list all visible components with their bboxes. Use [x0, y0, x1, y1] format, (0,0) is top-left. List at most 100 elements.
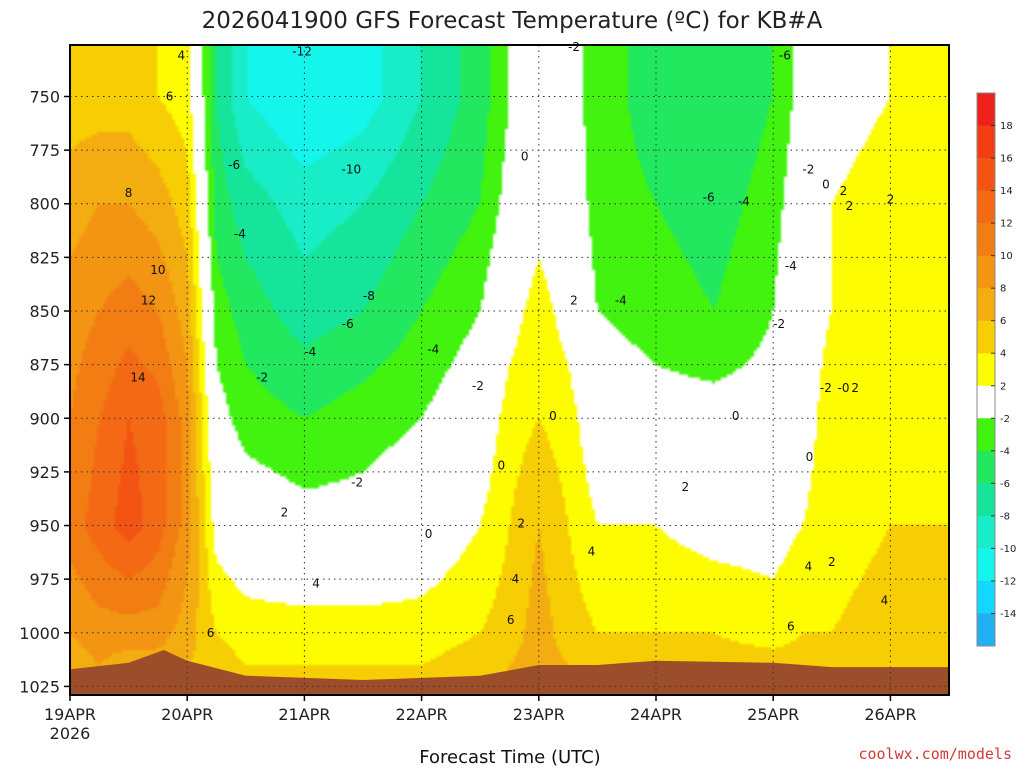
contour-label: 6 [787, 619, 795, 633]
plot-frame [69, 44, 950, 696]
contour-label: 0 [806, 450, 814, 464]
colorbar-swatch [977, 223, 995, 257]
colorbar-label: -8 [1000, 511, 1010, 522]
x-tick-label: 23APR [513, 705, 565, 724]
contour-label: 4 [177, 49, 185, 63]
colorbar-label: 14 [1000, 186, 1013, 197]
contour-label: -2 [472, 379, 484, 393]
contour-label: 2 [681, 480, 689, 494]
x-axis-year-label: 2026 [50, 724, 91, 743]
contour-label: 6 [207, 626, 215, 640]
colorbar-label: -4 [1000, 446, 1010, 457]
colorbar-label: 6 [1000, 316, 1006, 327]
colorbar-label: 8 [1000, 284, 1006, 295]
contour-label: 2 [851, 381, 859, 395]
colorbar-label: 10 [1000, 251, 1013, 262]
colorbar-swatch [977, 158, 995, 192]
y-tick-label: 825 [29, 248, 60, 267]
contour-label: 2 [281, 506, 289, 520]
colorbar-label: 12 [1000, 219, 1013, 230]
colorbar-swatch [977, 320, 995, 354]
colorbar-frame [976, 92, 996, 647]
colorbar-label: 4 [1000, 349, 1006, 360]
y-tick-label: 875 [29, 356, 60, 375]
colorbar-swatch [977, 385, 995, 419]
colorbar-swatch [977, 93, 995, 127]
y-tick-label: 900 [29, 409, 60, 428]
contour-label: 4 [881, 594, 889, 608]
y-tick-label: 925 [29, 463, 60, 482]
y-tick-label: 1000 [19, 624, 60, 643]
x-axis-ticks: 19APR 20APR 21APR 22APR 23APR 24APR 25APR 26APR [44, 695, 916, 724]
colorbar-label: 2 [1000, 381, 1006, 392]
terrain-layer [70, 650, 949, 695]
terrain-area [70, 650, 949, 695]
colorbar-label: -6 [1000, 479, 1010, 490]
x-tick-label: 25APR [747, 705, 799, 724]
contour-label: 4 [588, 544, 596, 558]
contour-label: -4 [738, 195, 750, 209]
x-tick-label: 19APR [44, 705, 96, 724]
contour-label: -4 [785, 259, 797, 273]
colorbar-label: -10 [1000, 544, 1016, 555]
contour-label: -2 [351, 476, 363, 490]
contour-label: 6 [507, 613, 515, 627]
contour-label: 0 [521, 150, 529, 164]
colorbar-label: 16 [1000, 154, 1013, 165]
contour-label: -8 [363, 289, 375, 303]
y-tick-label: 1025 [19, 677, 60, 696]
contour-label: 0 [822, 177, 830, 191]
contour-label: -12 [292, 44, 312, 58]
contour-label: -4 [304, 345, 316, 359]
contour-label: 2 [846, 199, 854, 213]
y-tick-label: 775 [29, 141, 60, 160]
colorbar-swatch [977, 580, 995, 614]
y-tick-label: 750 [29, 87, 60, 106]
contour-label: -10 [341, 162, 361, 176]
contour-label: 4 [805, 559, 813, 573]
contour-label: -2 [256, 371, 268, 385]
colorbar-swatch [977, 418, 995, 452]
contour-label: 12 [141, 293, 156, 307]
contour-label: -4 [427, 343, 439, 357]
colorbar-label: 18 [1000, 121, 1013, 132]
contour-label: -6 [779, 49, 791, 63]
credit-link[interactable]: coolwx.com/models [858, 745, 1012, 763]
y-tick-label: 950 [29, 517, 60, 536]
colorbar-swatch [977, 548, 995, 582]
x-tick-label: 24APR [630, 705, 682, 724]
x-axis-title: Forecast Time (UTC) [419, 747, 600, 768]
contour-label: 10 [150, 263, 165, 277]
colorbar-swatch [977, 255, 995, 289]
x-tick-label: 20APR [161, 705, 213, 724]
colorbar: 18 16 14 12 10 8 6 4 2 -2 -4 -6 -8 -10 -12 -14 [976, 92, 1016, 647]
contour-label: -2 [820, 381, 832, 395]
contour-label: 0 [425, 527, 433, 541]
colorbar-label: -14 [1000, 609, 1016, 620]
contour-label: -6 [342, 317, 354, 331]
colorbar-swatch [977, 613, 995, 647]
contour-label: 2 [517, 516, 525, 530]
contour-labels: 4 6 8 10 12 14 -12 -6 -10 -4 -8 -6 -4 -4 -2 -2 -2 -2 -4 -6 -… [125, 40, 894, 640]
contour-label: -2 [802, 162, 814, 176]
contour-label: 4 [312, 576, 320, 590]
contour-label: 2 [828, 555, 836, 569]
x-tick-label: 22APR [396, 705, 448, 724]
colorbar-swatch [977, 450, 995, 484]
contour-label: 14 [130, 371, 145, 385]
colorbar-swatch [977, 125, 995, 159]
chart-title: 2026041900 GFS Forecast Temperature (ºC)… [202, 8, 823, 34]
colorbar-label: -12 [1000, 576, 1016, 587]
temperature-field [70, 45, 949, 695]
plot-area [70, 45, 949, 695]
contour-label: 2 [887, 193, 895, 207]
colorbar-label: -2 [1000, 414, 1010, 425]
contour-label: -6 [228, 158, 240, 172]
colorbar-swatch [977, 288, 995, 322]
contour-label: 0 [732, 409, 740, 423]
contour-label: -2 [568, 40, 580, 54]
contour-label: 8 [125, 186, 133, 200]
contour-label: -4 [615, 293, 627, 307]
contour-label: -2 [773, 317, 785, 331]
contour-label: 4 [512, 572, 520, 586]
